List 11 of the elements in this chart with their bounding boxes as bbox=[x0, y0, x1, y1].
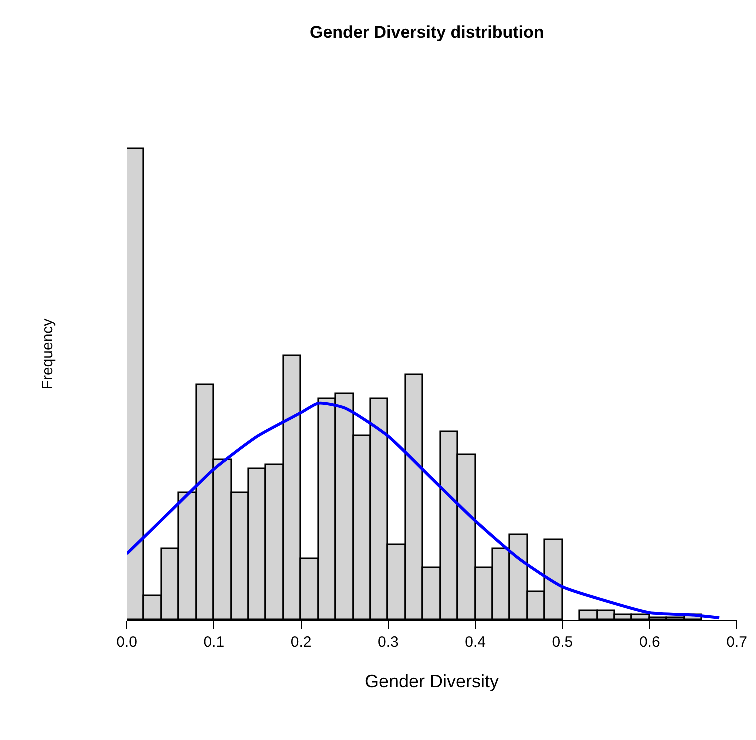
x-tick-label: 0.2 bbox=[290, 634, 312, 652]
x-tick-label: 0.7 bbox=[726, 634, 748, 652]
x-tick-label: 0.5 bbox=[552, 634, 574, 652]
x-axis-title: Gender Diversity bbox=[364, 671, 500, 692]
y-axis-title: Frequency bbox=[40, 318, 57, 390]
x-tick-label: 0.6 bbox=[639, 634, 660, 652]
chart-title: Gender Diversity distribution bbox=[310, 22, 544, 42]
x-tick-label: 0.1 bbox=[204, 634, 225, 652]
x-tick-label: 0.4 bbox=[465, 634, 486, 652]
x-tick-label: 0.3 bbox=[378, 634, 399, 652]
x-tick-label: 0.0 bbox=[116, 634, 138, 652]
